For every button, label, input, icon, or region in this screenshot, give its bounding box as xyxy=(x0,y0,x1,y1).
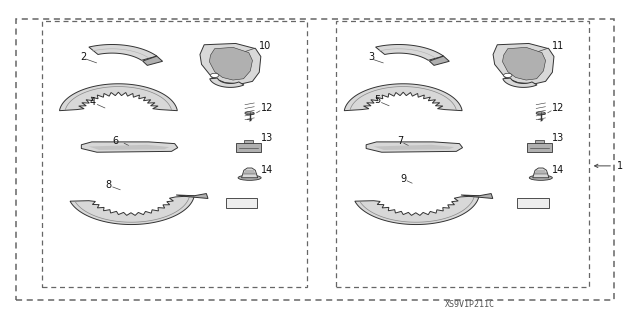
Polygon shape xyxy=(209,47,252,80)
Text: 7: 7 xyxy=(397,136,403,146)
Polygon shape xyxy=(429,56,449,65)
Polygon shape xyxy=(176,194,208,198)
Polygon shape xyxy=(241,168,258,178)
Text: 12: 12 xyxy=(552,103,564,114)
Bar xyxy=(527,143,552,152)
Ellipse shape xyxy=(529,175,552,180)
Polygon shape xyxy=(376,45,444,60)
Ellipse shape xyxy=(245,112,254,115)
Polygon shape xyxy=(344,84,462,111)
Text: 12: 12 xyxy=(261,103,273,114)
Polygon shape xyxy=(493,43,554,84)
Polygon shape xyxy=(60,84,177,111)
Text: 13: 13 xyxy=(552,133,564,143)
Polygon shape xyxy=(89,45,157,60)
Bar xyxy=(226,198,257,208)
Polygon shape xyxy=(210,78,244,87)
Circle shape xyxy=(504,73,512,78)
Bar xyxy=(336,21,589,287)
Polygon shape xyxy=(81,142,178,152)
Circle shape xyxy=(211,73,219,78)
Text: 2: 2 xyxy=(80,52,86,63)
Text: 14: 14 xyxy=(261,165,273,175)
Text: 1: 1 xyxy=(616,161,623,171)
Text: 8: 8 xyxy=(106,180,112,190)
Bar xyxy=(517,198,548,208)
Bar xyxy=(42,21,307,287)
Polygon shape xyxy=(70,196,195,225)
Ellipse shape xyxy=(238,175,261,180)
Polygon shape xyxy=(366,142,463,152)
Text: XS9V1P211C: XS9V1P211C xyxy=(445,300,495,309)
Polygon shape xyxy=(503,78,537,87)
Polygon shape xyxy=(502,47,545,80)
Text: 3: 3 xyxy=(368,52,374,63)
Text: 6: 6 xyxy=(112,136,118,146)
Polygon shape xyxy=(355,196,479,225)
Text: 14: 14 xyxy=(552,165,564,175)
Text: 4: 4 xyxy=(90,97,96,107)
Bar xyxy=(16,19,614,300)
Polygon shape xyxy=(461,194,493,198)
Text: 5: 5 xyxy=(374,95,381,106)
Text: 13: 13 xyxy=(261,133,273,143)
Polygon shape xyxy=(373,145,454,150)
Polygon shape xyxy=(200,43,261,84)
Polygon shape xyxy=(532,168,549,178)
Polygon shape xyxy=(143,56,163,65)
Polygon shape xyxy=(88,145,170,150)
Text: 9: 9 xyxy=(400,174,406,184)
Bar xyxy=(535,140,544,143)
Text: 11: 11 xyxy=(552,41,564,51)
Bar xyxy=(236,143,261,152)
Ellipse shape xyxy=(536,112,545,115)
Text: 10: 10 xyxy=(259,41,271,51)
Bar xyxy=(244,140,253,143)
